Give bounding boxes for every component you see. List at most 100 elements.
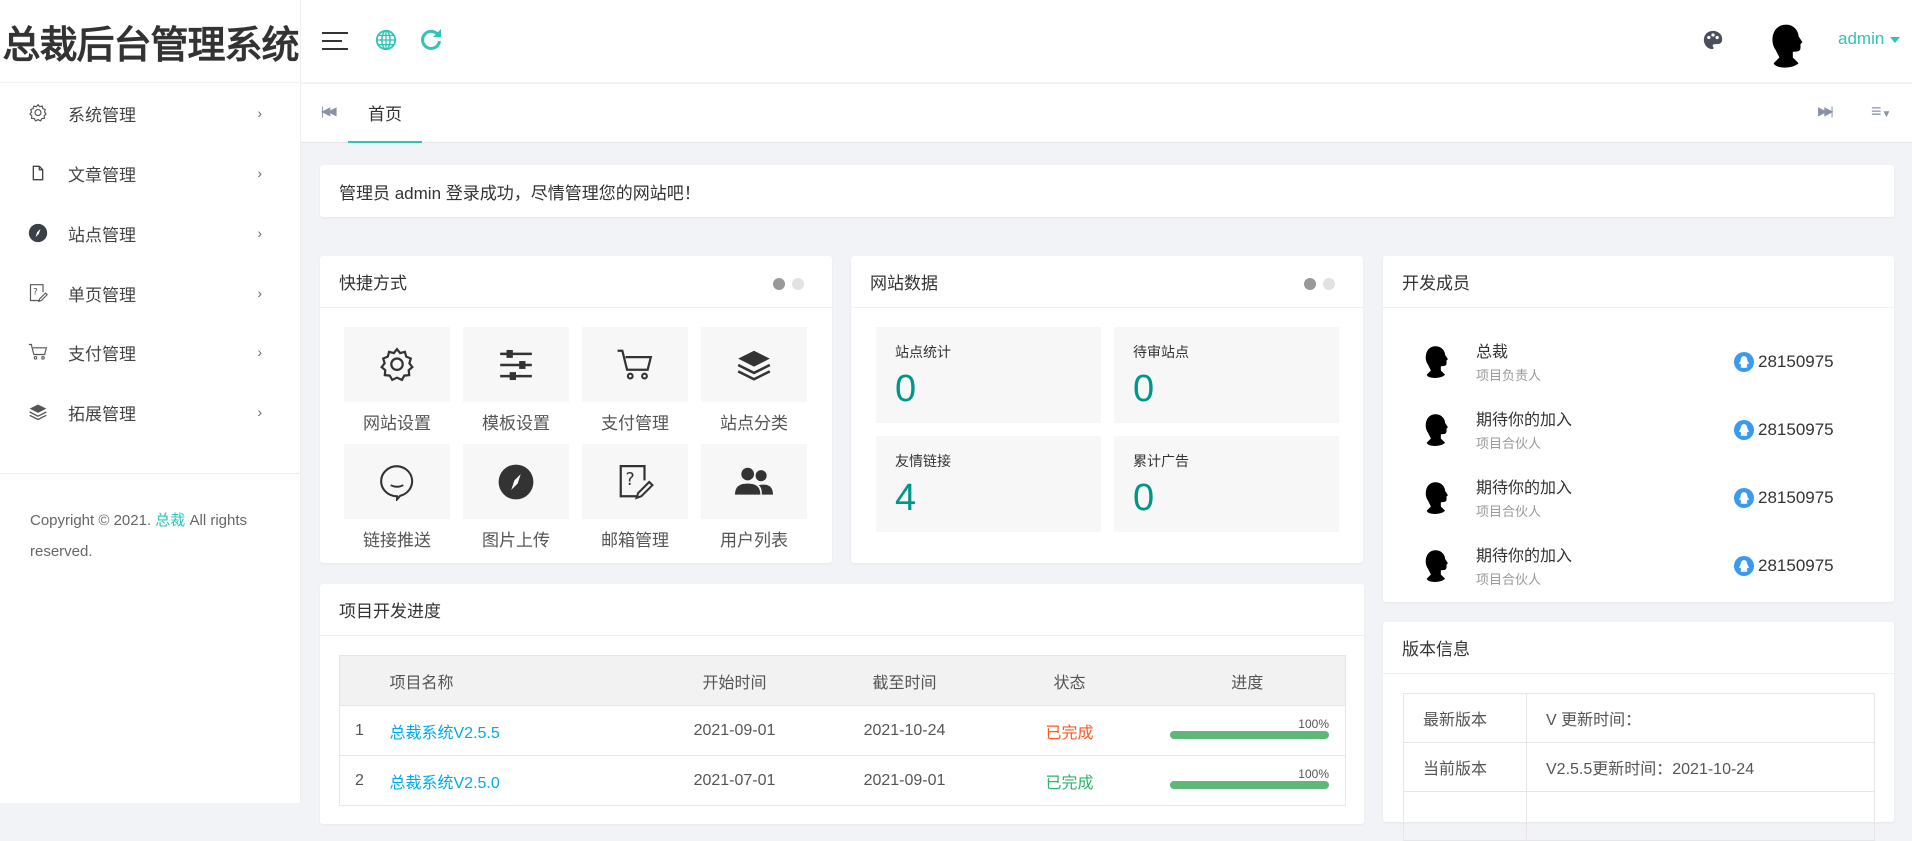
member-info: 期待你的加入 项目合伙人: [1476, 542, 1572, 588]
cart-icon: [616, 346, 654, 384]
refresh-icon[interactable]: [419, 27, 443, 51]
carousel-dots[interactable]: [1304, 278, 1335, 290]
stat-value: 4: [895, 477, 917, 519]
avatar[interactable]: [1766, 18, 1812, 74]
row-no: 2: [339, 755, 390, 806]
copyright: Copyright © 2021. 总裁 All rights reserved…: [30, 505, 280, 567]
shortcut-tile[interactable]: [463, 444, 569, 519]
member-qq[interactable]: 28150975: [1758, 420, 1834, 439]
project-link[interactable]: 总裁系统V2.5.5: [389, 724, 500, 742]
shortcut-tile[interactable]: [344, 444, 450, 519]
sidebar-item-label: 文章管理: [68, 165, 136, 185]
users-icon: [735, 463, 773, 501]
caret-down-icon: [1890, 36, 1901, 48]
compass-icon: [26, 223, 50, 243]
member-avatar: [1421, 342, 1455, 382]
sidebar-item-system[interactable]: 系统管理 ›: [0, 83, 300, 143]
sidebar-item-sites[interactable]: 站点管理 ›: [0, 203, 300, 263]
shortcut-label[interactable]: 模板设置: [482, 414, 550, 433]
member-qq[interactable]: 28150975: [1758, 352, 1834, 371]
row-no: 1: [339, 705, 390, 756]
menu-icon[interactable]: [322, 31, 348, 51]
shortcut-tile[interactable]: [463, 327, 569, 402]
qq-icon: [1734, 420, 1754, 440]
col-no: [339, 655, 390, 706]
chevron-right-icon: ›: [257, 404, 262, 420]
stat-value: 0: [1133, 477, 1155, 519]
tab-scroll-right-icon[interactable]: ▶▶|: [1818, 104, 1833, 118]
help-edit-icon: [26, 283, 50, 303]
member-role: 项目合伙人: [1476, 572, 1542, 587]
member-avatar: [1421, 546, 1455, 586]
shortcut-label[interactable]: 网站设置: [363, 414, 431, 433]
end-date: 2021-09-01: [819, 755, 990, 806]
gear-icon: [26, 103, 50, 123]
shortcut-label[interactable]: 用户列表: [720, 531, 788, 550]
shortcut-tile[interactable]: [701, 444, 807, 519]
stat-total-ads[interactable]: 累计广告 0: [1114, 436, 1339, 532]
sidebar-item-label: 拓展管理: [68, 404, 136, 424]
welcome-message: 管理员 admin 登录成功，尽情管理您的网站吧！: [320, 165, 1894, 217]
member-name: 期待你的加入: [1476, 412, 1573, 429]
tab-home[interactable]: 首页: [348, 84, 422, 143]
stat-pending-sites[interactable]: 待审站点 0: [1114, 327, 1339, 423]
stat-label: 待审站点: [1133, 344, 1189, 360]
status-badge: 已完成: [989, 705, 1150, 756]
member-row: 期待你的加入 项目合伙人 28150975: [1383, 536, 1894, 596]
tab-options-icon[interactable]: ≡▼: [1871, 101, 1892, 121]
layers-icon: [735, 346, 773, 384]
shortcut-tile[interactable]: [582, 444, 688, 519]
sidebar: 总裁后台管理系统 系统管理 › 文章管理 › 站点管理 › 单页管理 › 支付管理 › 拓…: [0, 0, 301, 803]
card-header: 版本信息: [1383, 622, 1894, 674]
sidebar-item-pages[interactable]: 单页管理 ›: [0, 263, 300, 323]
start-date: 2021-07-01: [649, 755, 820, 806]
copyright-text: All rights reserved.: [30, 512, 247, 560]
carousel-dots[interactable]: [773, 278, 804, 290]
sidebar-item-extensions[interactable]: 拓展管理 ›: [0, 382, 300, 442]
chevron-right-icon: ›: [257, 165, 262, 181]
version-card: 版本信息 最新版本 V 更新时间： 当前版本 V2.5.5更新时间：2021-10-…: [1383, 622, 1894, 841]
sidebar-item-label: 站点管理: [68, 225, 136, 245]
progress-bar: [1169, 780, 1329, 789]
version-label: [1403, 791, 1527, 841]
card-header: 项目开发进度: [320, 584, 1364, 636]
member-row: 期待你的加入 项目合伙人 28150975: [1383, 400, 1894, 460]
member-row: 总裁 项目负责人 28150975: [1383, 332, 1894, 392]
shortcut-tile[interactable]: [701, 327, 807, 402]
member-name: 期待你的加入: [1476, 548, 1573, 565]
copyright-text: Copyright © 2021.: [30, 512, 156, 529]
user-name[interactable]: admin: [1838, 29, 1885, 48]
copyright-link[interactable]: 总裁: [155, 512, 186, 529]
stat-friend-links[interactable]: 友情链接 4: [876, 436, 1101, 532]
sidebar-item-payment[interactable]: 支付管理 ›: [0, 322, 300, 382]
shortcut-label[interactable]: 图片上传: [482, 531, 550, 550]
start-date: 2021-09-01: [649, 705, 820, 756]
card-title: 网站数据: [870, 274, 938, 293]
shortcut-tile[interactable]: [344, 327, 450, 402]
progress-fill: [1169, 780, 1329, 789]
shortcut-label[interactable]: 支付管理: [601, 414, 669, 433]
table-row: 最新版本 V 更新时间：: [1403, 693, 1875, 743]
stat-site-count[interactable]: 站点统计 0: [876, 327, 1101, 423]
member-qq[interactable]: 28150975: [1758, 556, 1834, 575]
member-qq[interactable]: 28150975: [1758, 488, 1834, 507]
version-label: 最新版本: [1403, 693, 1527, 743]
shortcut-label[interactable]: 站点分类: [720, 414, 788, 433]
layers-icon: [26, 402, 50, 422]
sliders-icon: [497, 346, 535, 384]
logo: 总裁后台管理系统: [0, 0, 301, 83]
member-info: 期待你的加入 项目合伙人: [1476, 406, 1572, 452]
card-header: 快捷方式: [320, 256, 832, 308]
file-icon: [26, 164, 50, 182]
project-link[interactable]: 总裁系统V2.5.0: [389, 774, 500, 792]
user-menu[interactable]: admin: [1838, 29, 1901, 49]
shortcut-label[interactable]: 邮箱管理: [601, 531, 669, 550]
tab-scroll-left-icon[interactable]: |◀◀: [321, 104, 336, 118]
shortcut-tile[interactable]: [582, 327, 688, 402]
member-name: 总裁: [1476, 344, 1509, 361]
shortcut-label[interactable]: 链接推送: [363, 531, 431, 550]
sidebar-item-articles[interactable]: 文章管理 ›: [0, 143, 300, 203]
globe-icon[interactable]: [375, 29, 397, 51]
palette-icon[interactable]: [1703, 30, 1723, 50]
card-title: 开发成员: [1402, 274, 1470, 293]
